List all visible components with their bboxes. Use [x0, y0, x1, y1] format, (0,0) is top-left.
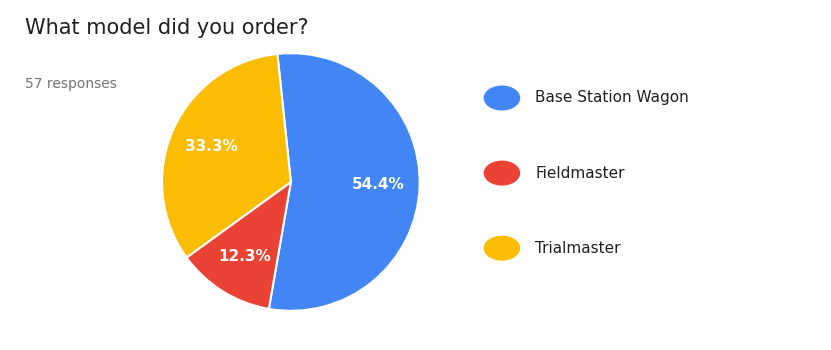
Text: Base Station Wagon: Base Station Wagon: [535, 91, 689, 105]
Text: 12.3%: 12.3%: [218, 249, 271, 264]
Text: 54.4%: 54.4%: [352, 177, 405, 192]
Circle shape: [484, 236, 520, 261]
Text: 57 responses: 57 responses: [25, 77, 117, 91]
Text: Trialmaster: Trialmaster: [535, 241, 621, 256]
Text: Fieldmaster: Fieldmaster: [535, 166, 625, 181]
Circle shape: [484, 85, 520, 111]
Wedge shape: [269, 53, 420, 311]
Wedge shape: [162, 54, 291, 258]
Text: 33.3%: 33.3%: [184, 139, 237, 154]
Wedge shape: [186, 182, 291, 309]
Circle shape: [484, 161, 520, 186]
Text: What model did you order?: What model did you order?: [25, 18, 308, 37]
